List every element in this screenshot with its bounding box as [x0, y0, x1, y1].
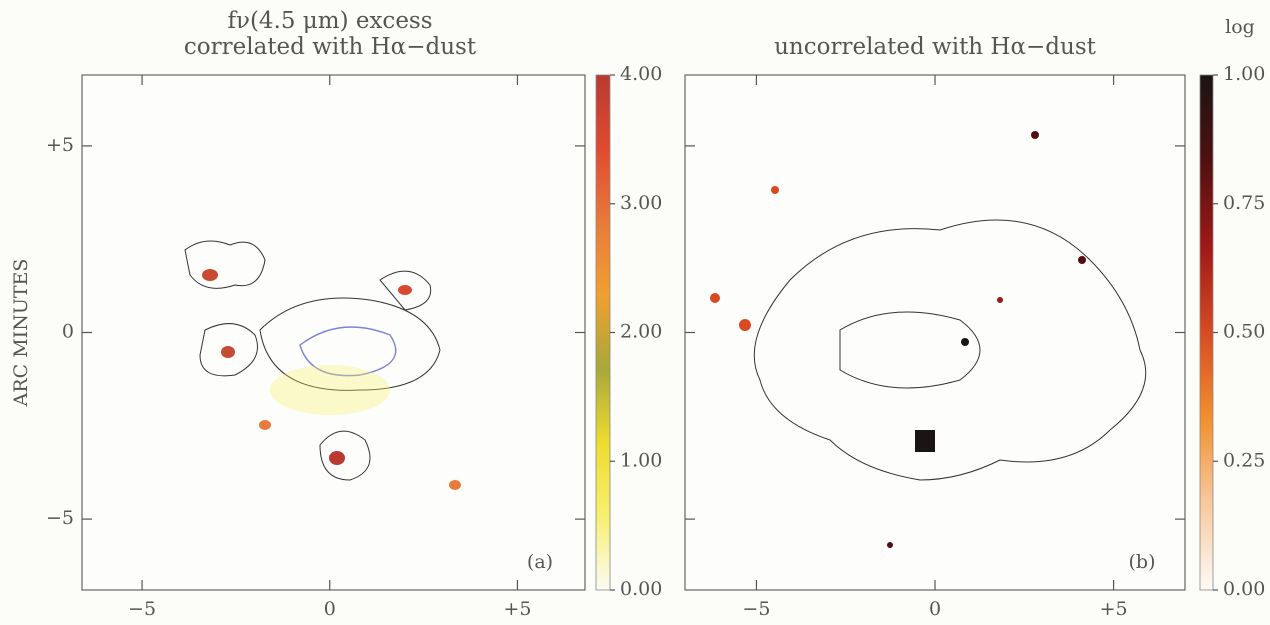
- blob: [1078, 256, 1086, 264]
- blob: [221, 346, 235, 358]
- y-axis-label: ARC MINUTES: [10, 259, 32, 408]
- chart-title: fν(4.5 μm) excess: [227, 8, 432, 34]
- contour: [753, 219, 1147, 481]
- plot-frame: [684, 74, 1186, 591]
- colorbar: [1199, 74, 1214, 591]
- chart-title: uncorrelated with Hα−dust: [774, 34, 1097, 60]
- contour: [299, 326, 397, 377]
- plot-frame: [81, 74, 586, 591]
- blob: [771, 186, 779, 194]
- contour: [379, 270, 432, 311]
- panel-a-image: [184, 240, 461, 490]
- blob: [202, 269, 218, 281]
- x-tick-label: +5: [1100, 598, 1128, 620]
- colorbar-tick-label: 0.50: [1223, 321, 1265, 343]
- frames: [81, 74, 1186, 591]
- y-tick-label: +5: [46, 134, 74, 156]
- blob: [270, 365, 390, 415]
- panel-b-image: [710, 131, 1147, 548]
- blob: [1031, 131, 1039, 139]
- colorbar-label: log: [1225, 16, 1255, 38]
- colorbar-tick-label: 3.00: [620, 192, 662, 214]
- colorbar-tick-label: 0.75: [1223, 192, 1265, 214]
- panel-label: (a): [527, 551, 553, 573]
- colorbar-tick-label: 0.25: [1223, 449, 1265, 471]
- y-tick-label: −5: [46, 507, 74, 529]
- blob: [259, 420, 271, 430]
- blob: [449, 480, 461, 490]
- colorbar-tick-label: 0.00: [620, 578, 662, 600]
- contour: [319, 430, 371, 481]
- x-tick-label: +5: [503, 598, 531, 620]
- colorbar-tick-label: 1.00: [1223, 63, 1265, 85]
- blob: [961, 338, 969, 346]
- colorbar-tick-label: 0.00: [1223, 578, 1265, 600]
- blob: [739, 319, 751, 331]
- panel-label: (b): [1129, 551, 1156, 573]
- x-tick-label: −5: [742, 598, 770, 620]
- x-tick-label: 0: [929, 598, 941, 620]
- blob: [997, 297, 1003, 303]
- chart-title: correlated with Hα−dust: [184, 34, 477, 60]
- colorbar-tick-label: 4.00: [620, 63, 662, 85]
- blob: [329, 451, 345, 465]
- colorbar-tick-label: 2.00: [620, 321, 662, 343]
- x-tick-label: 0: [324, 598, 336, 620]
- contour: [199, 323, 258, 377]
- colorbar: [595, 74, 611, 591]
- y-tick-label: 0: [62, 321, 74, 343]
- blob: [398, 285, 412, 295]
- x-tick-label: −5: [128, 598, 156, 620]
- contour: [839, 311, 981, 389]
- blob: [710, 293, 720, 303]
- blob: [887, 542, 893, 548]
- contour: [259, 297, 441, 391]
- colorbar-tick-label: 1.00: [620, 449, 662, 471]
- contour: [184, 240, 266, 289]
- blob: [915, 430, 935, 452]
